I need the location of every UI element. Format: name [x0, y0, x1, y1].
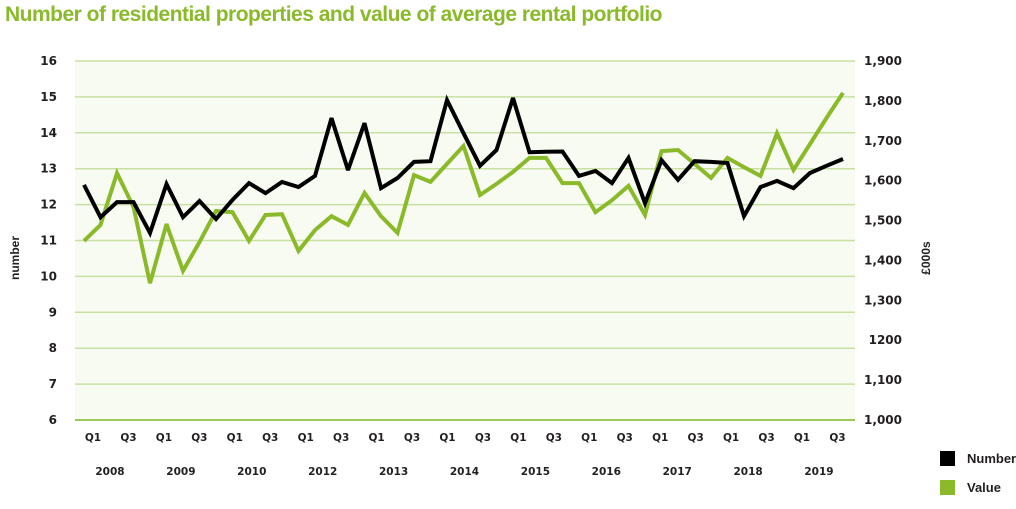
legend-swatch-value [940, 480, 955, 495]
x-year-label: 2016 [592, 466, 621, 478]
y-tick-label: 14 [40, 126, 57, 140]
gridlines [75, 60, 855, 421]
y2-tick-label: 1200 [869, 333, 902, 347]
y-tick-label: 13 [40, 162, 57, 176]
y2-tick-label: 1,600 [864, 174, 902, 188]
x-year-label: 2019 [804, 466, 833, 478]
x-axis-quarter-ticks: Q1 Q3 Q1 Q3 Q1 Q3 Q1 Q3 Q1 Q3 Q1 Q3 Q1 Q3 Q1 Q3 Q1 Q3 Q1 Q3… [85, 432, 846, 444]
x-quarter-label: Q3 [829, 432, 845, 444]
y-axis-left-ticks: 6 7 8 9 10 11 12 13 14 15 16 [40, 54, 57, 427]
x-quarter-label: Q1 [581, 432, 597, 444]
x-quarter-label: Q1 [156, 432, 172, 444]
y-tick-label: 10 [40, 269, 57, 283]
x-year-label: 2017 [663, 466, 692, 478]
y-tick-label: 6 [49, 413, 57, 427]
x-axis-year-ticks: 2008 2009 2010 2012 2013 2014 2015 2016 2017 2018… [95, 466, 833, 478]
y-tick-label: 7 [49, 377, 57, 391]
y2-tick-label: 1,100 [864, 373, 902, 387]
x-year-label: 2009 [166, 466, 195, 478]
x-year-label: 2015 [521, 466, 550, 478]
y2-tick-label: 1,500 [864, 214, 902, 228]
legend-item-value: Value [940, 473, 1016, 502]
legend-label-value: Value [967, 480, 1001, 495]
x-quarter-label: Q3 [475, 432, 491, 444]
x-quarter-label: Q3 [333, 432, 349, 444]
x-quarter-label: Q3 [120, 432, 136, 444]
y-tick-label: 8 [49, 341, 57, 355]
x-quarter-label: Q1 [652, 432, 668, 444]
x-year-label: 2010 [237, 466, 266, 478]
y-tick-label: 12 [40, 198, 57, 212]
y2-tick-label: 1,300 [864, 293, 902, 307]
y-tick-label: 9 [49, 305, 57, 319]
x-year-label: 2012 [308, 466, 337, 478]
series-line-number [82, 94, 844, 239]
x-quarter-label: Q3 [262, 432, 278, 444]
x-quarter-label: Q3 [404, 432, 420, 444]
x-quarter-label: Q3 [758, 432, 774, 444]
legend-item-number: Number [940, 444, 1016, 473]
x-year-label: 2013 [379, 466, 408, 478]
x-quarter-label: Q1 [794, 432, 810, 444]
x-year-label: 2008 [95, 466, 124, 478]
x-quarter-label: Q1 [368, 432, 384, 444]
x-quarter-label: Q1 [510, 432, 526, 444]
y-axis-left-label: number [8, 236, 22, 280]
x-quarter-label: Q1 [227, 432, 243, 444]
x-quarter-label: Q3 [617, 432, 633, 444]
y2-tick-label: 1,800 [864, 94, 902, 108]
y-axis-right-label: £000s [919, 241, 933, 275]
x-quarter-label: Q3 [191, 432, 207, 444]
x-year-label: 2018 [733, 466, 762, 478]
y2-tick-label: 1,000 [864, 413, 902, 427]
legend: Number Value [940, 444, 1016, 502]
chart-title: Number of residential properties and val… [5, 3, 663, 26]
y-tick-label: 11 [40, 234, 57, 248]
x-quarter-label: Q3 [688, 432, 704, 444]
y2-tick-label: 1,400 [864, 253, 902, 267]
x-quarter-label: Q1 [298, 432, 314, 444]
x-quarter-label: Q1 [85, 432, 101, 444]
legend-swatch-number [940, 451, 955, 466]
x-year-label: 2014 [450, 466, 479, 478]
series-lines [82, 91, 845, 284]
y-axis-right-ticks: 1,000 1,100 1200 1,300 1,400 1,500 1,600 1,700 1… [864, 54, 902, 427]
y-tick-label: 15 [40, 90, 57, 104]
y-tick-label: 16 [40, 54, 57, 68]
x-quarter-label: Q3 [546, 432, 562, 444]
series-line-value [82, 91, 845, 284]
y2-tick-label: 1,900 [864, 54, 902, 68]
y2-tick-label: 1,700 [864, 134, 902, 148]
x-quarter-label: Q1 [723, 432, 739, 444]
x-quarter-label: Q1 [439, 432, 455, 444]
legend-label-number: Number [967, 451, 1016, 466]
